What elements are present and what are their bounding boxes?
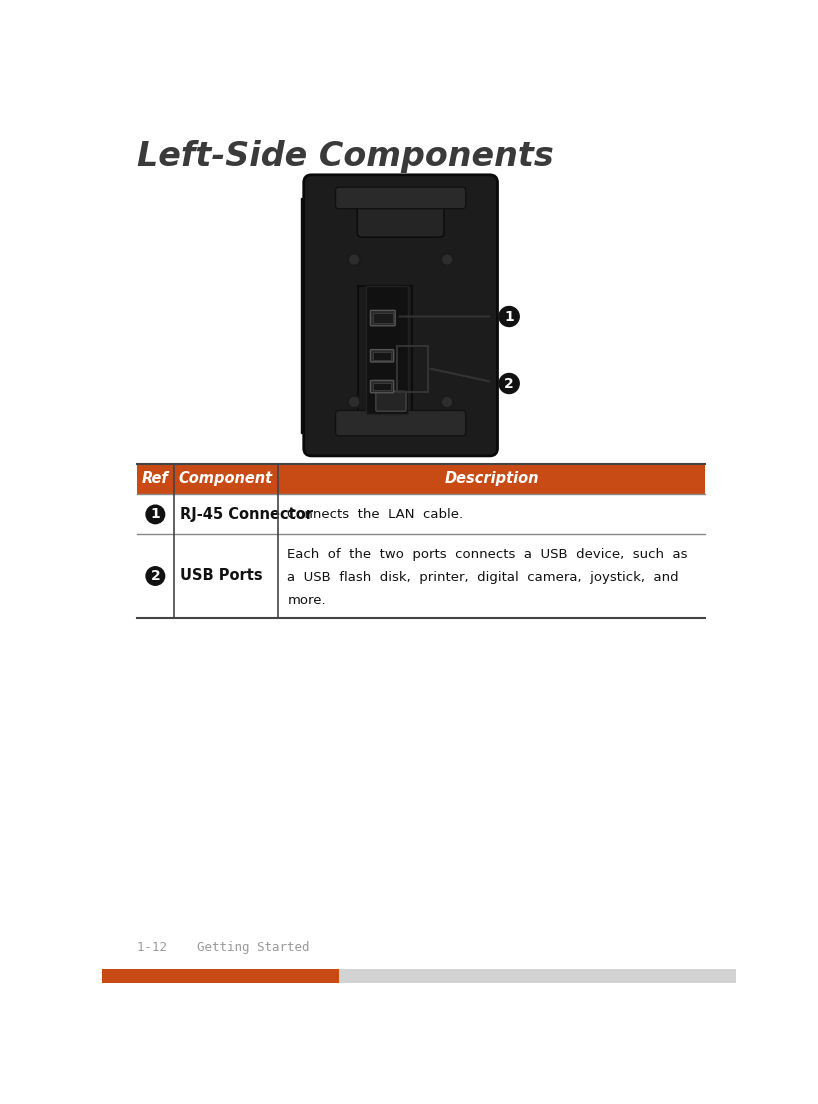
Text: Description: Description	[444, 471, 539, 487]
Circle shape	[146, 566, 164, 585]
Text: USB Ports: USB Ports	[180, 569, 263, 584]
Text: Component: Component	[179, 471, 273, 487]
FancyBboxPatch shape	[358, 286, 412, 422]
FancyBboxPatch shape	[375, 391, 406, 411]
Circle shape	[441, 396, 453, 408]
Bar	[366, 286, 408, 414]
Bar	[373, 383, 391, 391]
Text: Connects  the  LAN  cable.: Connects the LAN cable.	[287, 508, 464, 521]
FancyBboxPatch shape	[335, 188, 465, 209]
FancyBboxPatch shape	[335, 411, 465, 436]
Bar	[301, 198, 312, 433]
Circle shape	[146, 506, 164, 523]
Text: 2: 2	[504, 376, 514, 391]
FancyBboxPatch shape	[303, 174, 497, 456]
Text: 1-12    Getting Started: 1-12 Getting Started	[137, 941, 310, 954]
Bar	[373, 312, 393, 323]
Circle shape	[348, 396, 360, 408]
Bar	[137, 464, 705, 495]
Text: 2: 2	[151, 569, 160, 583]
Circle shape	[499, 307, 519, 327]
FancyBboxPatch shape	[371, 310, 395, 326]
Text: RJ-45 Connector: RJ-45 Connector	[180, 507, 312, 522]
Circle shape	[348, 254, 360, 266]
Text: 1: 1	[151, 508, 160, 521]
Circle shape	[499, 373, 519, 393]
Text: Ref: Ref	[142, 471, 169, 487]
Circle shape	[441, 254, 453, 266]
Bar	[373, 352, 391, 360]
Text: Each  of  the  two  ports  connects  a  USB  device,  such  as
a  USB  flash  di: Each of the two ports connects a USB dev…	[287, 549, 688, 607]
FancyBboxPatch shape	[357, 198, 444, 237]
Bar	[339, 969, 736, 983]
Text: 1: 1	[504, 309, 514, 323]
Bar	[102, 969, 339, 983]
FancyBboxPatch shape	[371, 350, 393, 362]
Text: Left-Side Components: Left-Side Components	[137, 140, 554, 173]
FancyBboxPatch shape	[371, 381, 393, 393]
